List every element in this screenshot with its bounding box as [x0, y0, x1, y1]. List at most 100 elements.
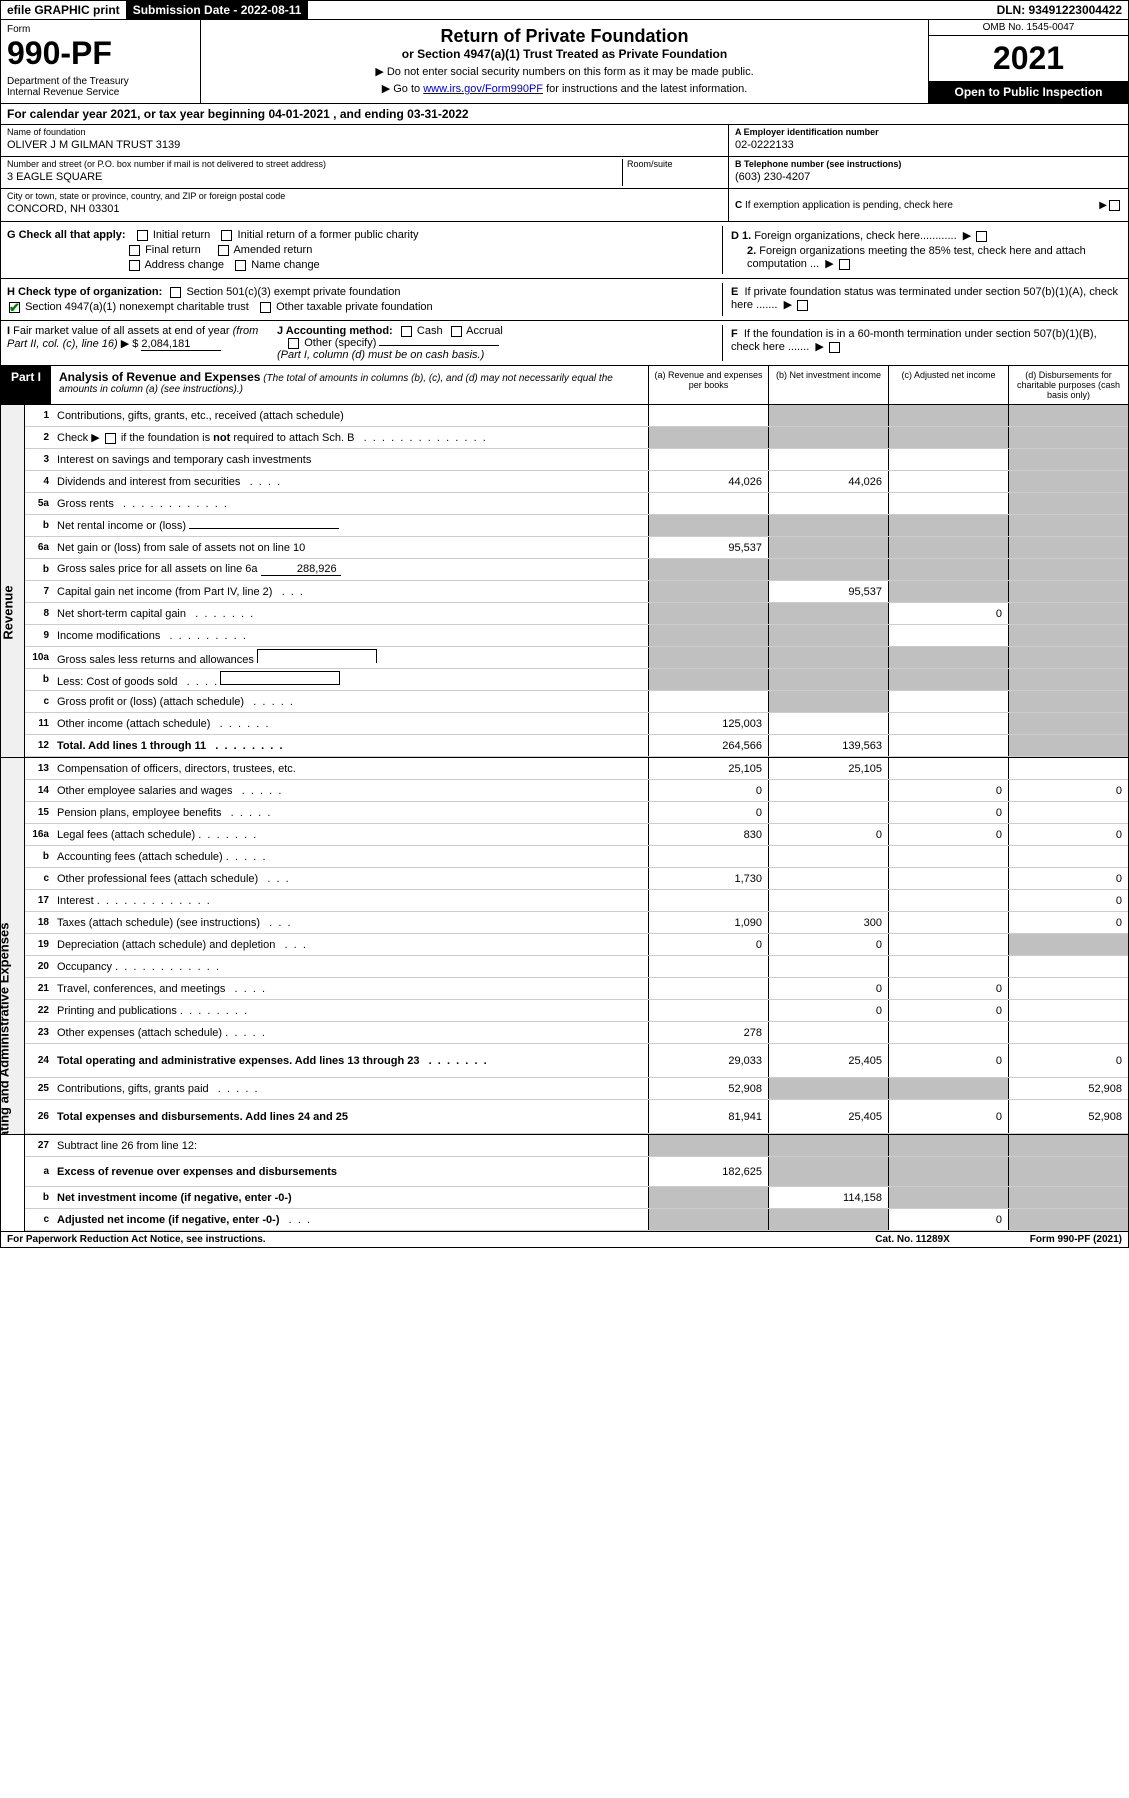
- open-public: Open to Public Inspection: [929, 81, 1128, 103]
- col-d-header: (d) Disbursements for charitable purpose…: [1008, 366, 1128, 404]
- tax-year: 2021: [929, 36, 1128, 81]
- dln: DLN: 93491223004422: [991, 1, 1128, 19]
- final-return: Final return: [145, 244, 201, 256]
- expenses-side: Operating and Administrative Expenses: [1, 758, 25, 1134]
- irs-link[interactable]: www.irs.gov/Form990PF: [423, 83, 543, 95]
- footer: For Paperwork Reduction Act Notice, see …: [0, 1232, 1129, 1248]
- dept-label: Department of the TreasuryInternal Reven…: [7, 76, 194, 98]
- addr-label: Number and street (or P.O. box number if…: [7, 159, 622, 169]
- form-ref: Form 990-PF (2021): [1030, 1234, 1122, 1245]
- j-other-checkbox[interactable]: [288, 338, 299, 349]
- j-accrual-checkbox[interactable]: [451, 326, 462, 337]
- instr-1: ▶ Do not enter social security numbers o…: [207, 65, 922, 78]
- f-checkbox[interactable]: [829, 342, 840, 353]
- h-4947: Section 4947(a)(1) nonexempt charitable …: [25, 301, 249, 313]
- row-3: Interest on savings and temporary cash i…: [53, 452, 648, 468]
- paperwork-notice: For Paperwork Reduction Act Notice, see …: [7, 1234, 266, 1245]
- header-right: OMB No. 1545-0047 2021 Open to Public In…: [928, 20, 1128, 103]
- col-c-header: (c) Adjusted net income: [888, 366, 1008, 404]
- instr2-pre: ▶ Go to: [382, 83, 423, 95]
- j-other-input[interactable]: [379, 345, 499, 346]
- j-cash: Cash: [417, 325, 443, 337]
- row-17: Interest . . . . . . . . . . . . .: [53, 893, 648, 909]
- row-19: Depreciation (attach schedule) and deple…: [53, 937, 648, 953]
- top-bar: efile GRAPHIC print Submission Date - 20…: [0, 0, 1129, 20]
- row-11: Other income (attach schedule) . . . . .…: [53, 716, 648, 732]
- row-22: Printing and publications . . . . . . . …: [53, 1003, 648, 1019]
- instr2-post: for instructions and the latest informat…: [546, 83, 747, 95]
- d2-label: 2. Foreign organizations meeting the 85%…: [731, 245, 1122, 270]
- e-label: E If private foundation status was termi…: [731, 286, 1122, 311]
- final-checkbox[interactable]: [129, 245, 140, 256]
- revenue-side: Revenue: [1, 405, 25, 757]
- amended-return: Amended return: [233, 244, 312, 256]
- expenses-section: Operating and Administrative Expenses 13…: [0, 758, 1129, 1135]
- col-a-header: (a) Revenue and expenses per books: [648, 366, 768, 404]
- h-other-checkbox[interactable]: [260, 302, 271, 313]
- h-4947-checkbox[interactable]: [9, 302, 20, 313]
- calendar-year: For calendar year 2021, or tax year begi…: [0, 104, 1129, 125]
- initial-checkbox[interactable]: [137, 230, 148, 241]
- initial-former-checkbox[interactable]: [221, 230, 232, 241]
- row-2: Check ▶ if the foundation is not require…: [53, 429, 648, 446]
- row-27a: Excess of revenue over expenses and disb…: [53, 1164, 648, 1180]
- submission-date: Submission Date - 2022-08-11: [127, 1, 309, 19]
- row-16a: Legal fees (attach schedule) . . . . . .…: [53, 827, 648, 843]
- foundation-name: OLIVER J M GILMAN TRUST 3139: [7, 139, 722, 151]
- col-b-header: (b) Net investment income: [768, 366, 888, 404]
- d1-label: D 1. Foreign organizations, check here..…: [731, 229, 1122, 242]
- row-27b: Net investment income (if negative, ente…: [53, 1190, 648, 1206]
- j-label: J Accounting method:: [277, 325, 393, 337]
- f-label: F If the foundation is in a 60-month ter…: [731, 328, 1122, 353]
- j-other: Other (specify): [304, 337, 376, 349]
- blank-side: [1, 1135, 25, 1231]
- city-label: City or town, state or province, country…: [7, 191, 722, 201]
- addr-change-checkbox[interactable]: [129, 260, 140, 271]
- efile-label[interactable]: efile GRAPHIC print: [1, 1, 127, 19]
- row-24: Total operating and administrative expen…: [53, 1053, 648, 1069]
- i-value: 2,084,181: [141, 338, 221, 351]
- name-label: Name of foundation: [7, 127, 722, 137]
- foundation-city: CONCORD, NH 03301: [7, 203, 722, 215]
- row-20: Occupancy . . . . . . . . . . . .: [53, 959, 648, 975]
- d1-checkbox[interactable]: [976, 231, 987, 242]
- h-other: Other taxable private foundation: [276, 301, 433, 313]
- row-7: Capital gain net income (from Part IV, l…: [53, 584, 648, 600]
- expenses-label: Operating and Administrative Expenses: [0, 923, 11, 1169]
- name-change: Name change: [251, 259, 320, 271]
- omb-number: OMB No. 1545-0047: [929, 20, 1128, 36]
- amended-checkbox[interactable]: [218, 245, 229, 256]
- check-section-ij: I Fair market value of all assets at end…: [0, 321, 1129, 366]
- row-14: Other employee salaries and wages . . . …: [53, 783, 648, 799]
- row-1: Contributions, gifts, grants, etc., rece…: [53, 408, 648, 424]
- e-checkbox[interactable]: [797, 300, 808, 311]
- part1-title-cell: Analysis of Revenue and Expenses (The to…: [51, 366, 648, 404]
- c-label: C If exemption application is pending, c…: [735, 200, 1099, 211]
- j-cash-checkbox[interactable]: [401, 326, 412, 337]
- phone-value: (603) 230-4207: [735, 171, 1122, 183]
- form-subtitle: or Section 4947(a)(1) Trust Treated as P…: [207, 47, 922, 61]
- j-note: (Part I, column (d) must be on cash basi…: [277, 349, 484, 361]
- row-27c: Adjusted net income (if negative, enter …: [53, 1212, 648, 1228]
- row-26: Total expenses and disbursements. Add li…: [53, 1109, 648, 1125]
- arrow-icon: ▶: [1099, 200, 1107, 211]
- addr-change: Address change: [144, 259, 224, 271]
- r2-checkbox[interactable]: [105, 433, 116, 444]
- part1-header: Part I Analysis of Revenue and Expenses …: [0, 366, 1129, 405]
- part1-title: Analysis of Revenue and Expenses: [59, 370, 260, 384]
- h-501c3-checkbox[interactable]: [170, 287, 181, 298]
- form-header: Form 990-PF Department of the TreasuryIn…: [0, 20, 1129, 104]
- h-501c3: Section 501(c)(3) exempt private foundat…: [186, 286, 400, 298]
- initial-return: Initial return: [153, 229, 210, 241]
- name-change-checkbox[interactable]: [235, 260, 246, 271]
- row-4: Dividends and interest from securities .…: [53, 474, 648, 490]
- form-number: 990-PF: [7, 35, 194, 72]
- instr-2: ▶ Go to www.irs.gov/Form990PF for instru…: [207, 82, 922, 95]
- row-12: Total. Add lines 1 through 11 . . . . . …: [53, 738, 648, 754]
- form-label: Form: [7, 24, 194, 35]
- d2-checkbox[interactable]: [839, 259, 850, 270]
- ein-value: 02-0222133: [735, 139, 1122, 151]
- row-10b: Less: Cost of goods sold . . . .: [53, 669, 648, 690]
- c-checkbox[interactable]: [1109, 200, 1120, 211]
- row-27: Subtract line 26 from line 12:: [53, 1138, 648, 1154]
